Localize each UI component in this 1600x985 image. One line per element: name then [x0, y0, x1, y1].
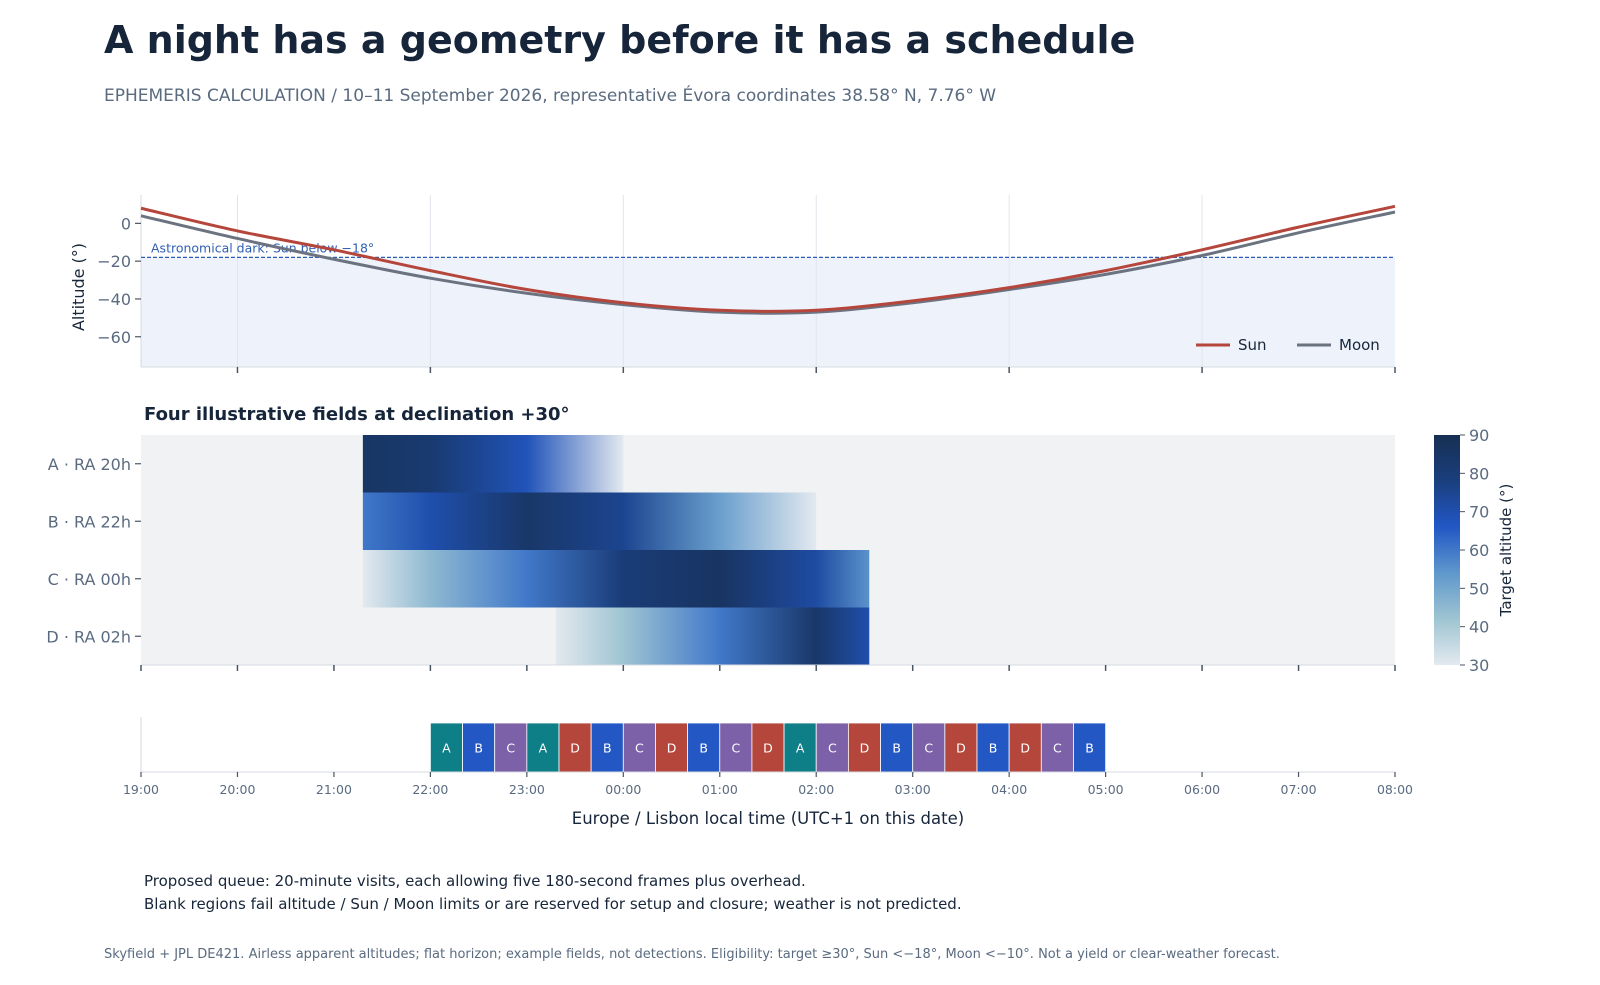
field-heatmap: A · RA 20h B · RA 22h C · RA 00h D · RA 02h — [46, 435, 1396, 671]
queue-visit-block — [622, 722, 656, 773]
colorbar-bar — [1434, 435, 1460, 665]
queue-x-tick-label: 20:00 — [219, 782, 255, 797]
field-visibility-band — [362, 492, 817, 550]
field-heatmap-title: Four illustrative fields at declination … — [144, 404, 570, 425]
queue-x-tick-label: 22:00 — [412, 782, 448, 797]
queue-visit-block — [655, 722, 689, 773]
queue-visit-label: B — [603, 741, 612, 756]
queue-note-2: Blank regions fail altitude / Sun / Moon… — [144, 895, 962, 913]
queue-visit-label: B — [892, 741, 901, 756]
queue-visit-block — [462, 722, 496, 773]
colorbar-tick-label: 80 — [1469, 464, 1489, 483]
queue-visit-block — [719, 722, 753, 773]
queue-visit-label: C — [635, 741, 644, 756]
queue-visit-block — [526, 722, 560, 773]
altitude-y-tick-label: −40 — [97, 290, 131, 309]
sun-legend-label: Sun — [1238, 336, 1267, 354]
altitude-y-tick-label: −60 — [97, 328, 131, 347]
queue-visit-label: A — [796, 741, 805, 756]
queue-visit-label: B — [474, 741, 483, 756]
colorbar-label: Target altitude (°) — [1497, 484, 1515, 618]
queue-visit-label: D — [956, 741, 966, 756]
queue-x-tick-label: 06:00 — [1184, 782, 1220, 797]
queue-visit-label: B — [1085, 741, 1094, 756]
field-row-label: A · RA 20h — [48, 455, 131, 474]
queue-x-tick-label: 05:00 — [1088, 782, 1124, 797]
queue-x-tick-label: 21:00 — [316, 782, 352, 797]
queue-visit-label: C — [506, 741, 515, 756]
queue-x-tick-label: 07:00 — [1281, 782, 1317, 797]
field-row-label: B · RA 22h — [48, 512, 131, 531]
sun-altitude-line — [140, 204, 1396, 313]
queue-visit-block — [590, 722, 624, 773]
moon-legend-label: Moon — [1339, 336, 1380, 354]
colorbar-tick-label: 60 — [1469, 541, 1489, 560]
altitude-y-tick-label: −20 — [97, 252, 131, 271]
queue-visit-block — [783, 722, 817, 773]
queue-x-tick-label: 00:00 — [605, 782, 641, 797]
queue-visit-block — [751, 722, 785, 773]
colorbar-tick-label: 30 — [1469, 656, 1489, 675]
queue-visit-block — [687, 722, 721, 773]
queue-visit-label: D — [1020, 741, 1030, 756]
queue-x-tick-label: 23:00 — [509, 782, 545, 797]
queue-x-tick-label: 19:00 — [123, 782, 159, 797]
moon-altitude-line — [140, 210, 1396, 315]
colorbar-tick-label: 90 — [1469, 426, 1489, 445]
queue-visit-block — [429, 722, 463, 773]
field-visibility-band — [362, 550, 870, 608]
queue-visit-label: D — [763, 741, 773, 756]
queue-visit-label: A — [442, 741, 451, 756]
queue-visit-block — [494, 722, 528, 773]
queue-visit-block — [1073, 722, 1107, 773]
queue-visit-label: D — [667, 741, 677, 756]
queue-visit-label: C — [1053, 741, 1062, 756]
altitude-colorbar: 30 40 50 60 70 80 90 Target altitude (°) — [1434, 426, 1515, 675]
time-axis-label: Europe / Lisbon local time (UTC+1 on thi… — [572, 809, 964, 828]
queue-visit-label: B — [989, 741, 998, 756]
queue-visit-label: C — [828, 741, 837, 756]
queue-visit-label: D — [570, 741, 580, 756]
colorbar-tick-label: 70 — [1469, 503, 1489, 522]
altitude-y-tick-label: 0 — [121, 214, 131, 233]
queue-x-tick-label: 08:00 — [1377, 782, 1413, 797]
visit-queue-chart: A B C A D B C D B C D A C D B C D B D C B 19:00 20:00 21:00 22:0… — [123, 717, 1413, 828]
queue-visit-label: D — [860, 741, 870, 756]
queue-visit-label: C — [924, 741, 933, 756]
altitude-chart: 0 −20 −40 −60 Altitude (°) Astronomical dark:… — [69, 195, 1396, 373]
altitude-y-label: Altitude (°) — [69, 243, 88, 331]
colorbar-tick-label: 40 — [1469, 618, 1489, 637]
queue-visit-label: B — [699, 741, 708, 756]
field-row-label: D · RA 02h — [46, 627, 131, 646]
queue-x-tick-label: 04:00 — [991, 782, 1027, 797]
queue-visit-block — [880, 722, 914, 773]
footer-note: Skyfield + JPL DE421. Airless apparent a… — [104, 947, 1280, 962]
field-visibility-band — [362, 435, 624, 493]
queue-x-tick-label: 02:00 — [798, 782, 834, 797]
queue-x-tick-label: 03:00 — [895, 782, 931, 797]
queue-note-1: Proposed queue: 20-minute visits, each a… — [144, 872, 806, 890]
colorbar-tick-label: 50 — [1469, 579, 1489, 598]
field-row-label: C · RA 00h — [48, 570, 131, 589]
queue-visit-block — [944, 722, 978, 773]
astronomical-dark-label: Astronomical dark: Sun below −18° — [151, 240, 374, 255]
queue-visit-label: C — [731, 741, 740, 756]
field-visibility-band — [555, 607, 870, 665]
page-title: A night has a geometry before it has a s… — [104, 18, 1136, 62]
queue-visit-label: A — [539, 741, 548, 756]
queue-visit-block — [558, 722, 592, 773]
queue-x-tick-label: 01:00 — [702, 782, 738, 797]
page-subtitle: EPHEMERIS CALCULATION / 10–11 September … — [104, 86, 997, 106]
